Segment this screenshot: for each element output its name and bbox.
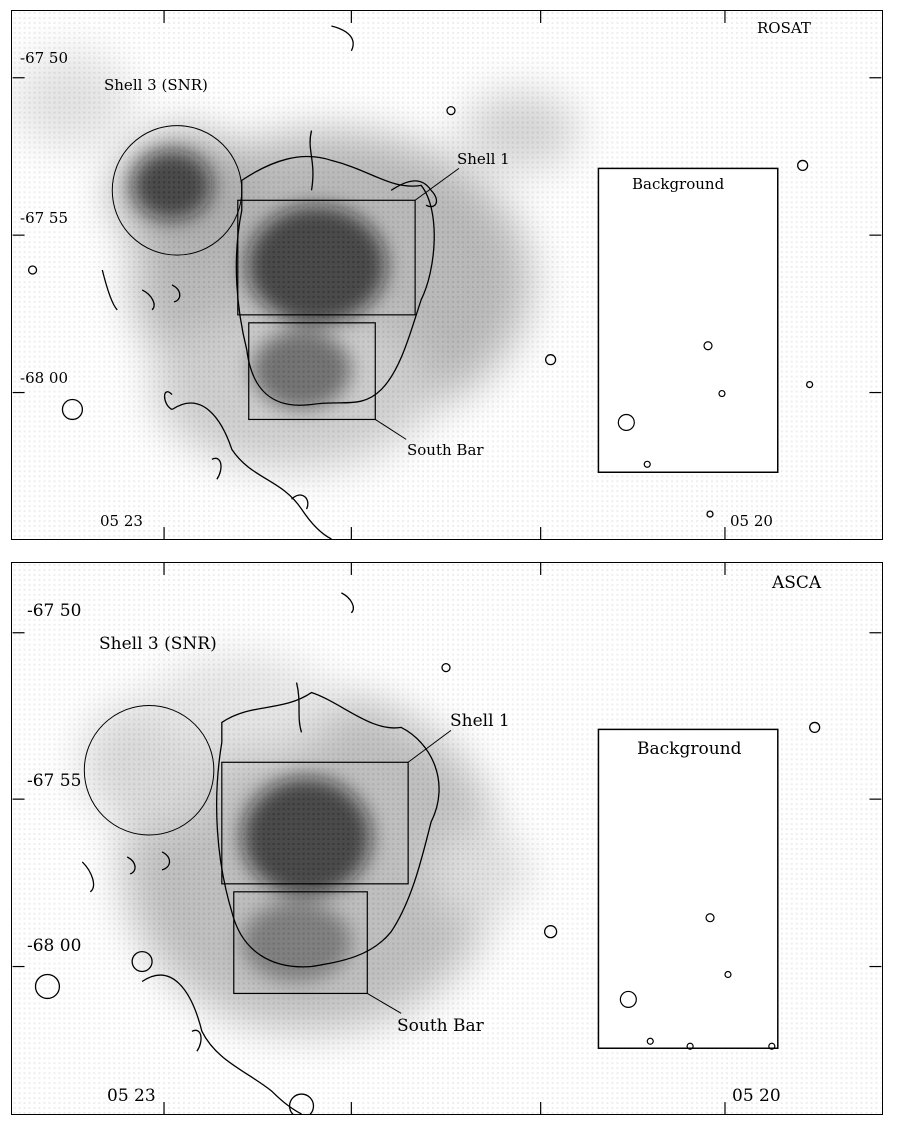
shell1-box — [237, 199, 416, 316]
shell1-label: Shell 1 — [450, 711, 510, 731]
dec-label-2: -67 55 — [20, 209, 69, 227]
dec-label-3: -68 00 — [20, 369, 69, 387]
instrument-label: ROSAT — [757, 19, 811, 37]
shell1-label: Shell 1 — [457, 150, 510, 168]
axis-ticks — [12, 563, 882, 1114]
dec-label-2: -67 55 — [27, 771, 82, 791]
rosat-panel: ROSAT -67 50 -67 55 -68 00 05 23 05 20 S… — [11, 10, 883, 540]
background-label: Background — [637, 739, 742, 759]
ra-label-2: 05 20 — [732, 1086, 781, 1106]
snr-circle — [111, 125, 243, 256]
background-box — [597, 167, 779, 473]
ra-label-1: 05 23 — [100, 512, 143, 530]
snr-circle — [83, 704, 215, 836]
instrument-label: ASCA — [772, 573, 822, 593]
south-bar-label: South Bar — [407, 441, 484, 459]
rosat-image — [12, 11, 882, 539]
asca-panel: ASCA -67 50 -67 55 -68 00 05 23 05 20 Sh… — [11, 562, 883, 1115]
snr-label: Shell 3 (SNR) — [99, 634, 217, 654]
snr-label: Shell 3 (SNR) — [104, 76, 208, 94]
south-bar-box — [248, 322, 376, 421]
axis-ticks — [12, 11, 882, 539]
background-label: Background — [632, 175, 725, 193]
shell1-box — [221, 761, 409, 885]
asca-image — [12, 563, 882, 1114]
background-box — [597, 728, 779, 1049]
south-bar-label: South Bar — [397, 1016, 484, 1036]
ra-label-1: 05 23 — [107, 1086, 156, 1106]
south-bar-box — [233, 891, 368, 995]
dec-label-3: -68 00 — [27, 936, 82, 956]
dec-label-1: -67 50 — [20, 49, 69, 67]
ra-label-2: 05 20 — [730, 512, 773, 530]
contours — [34, 592, 821, 1114]
dec-label-1: -67 50 — [27, 601, 82, 621]
